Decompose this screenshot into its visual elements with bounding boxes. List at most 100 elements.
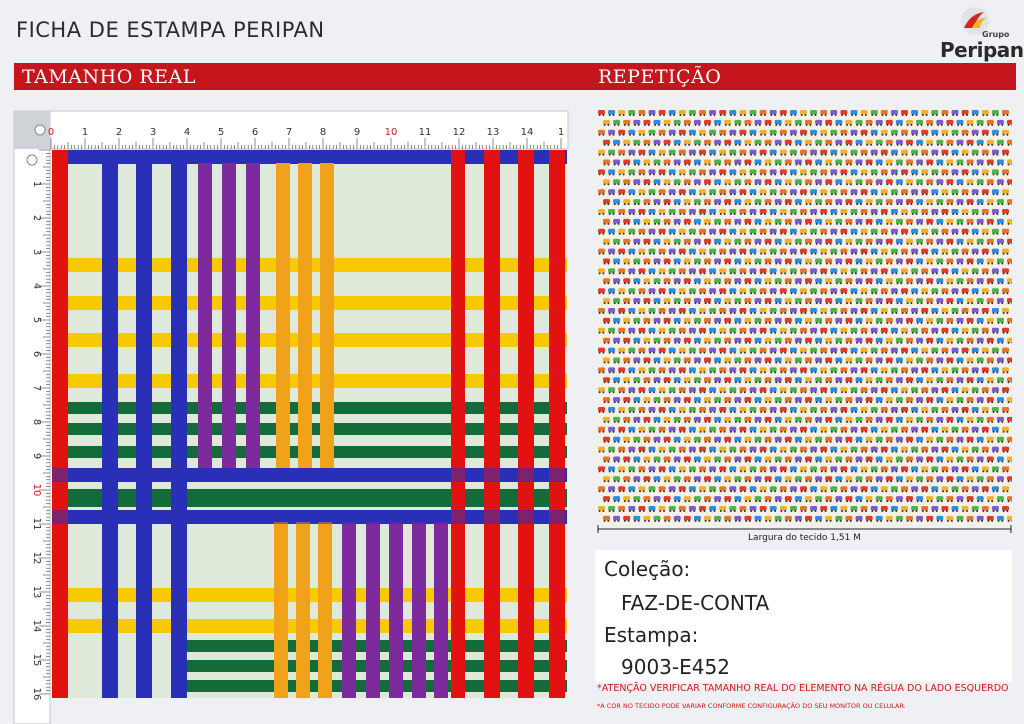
repeat-car-motif: [906, 298, 913, 303]
repeat-car-motif: [976, 159, 984, 164]
repeat-car-wheel: [930, 440, 933, 443]
repeat-car-wheel: [765, 123, 768, 126]
repeat-car-wheel: [854, 232, 857, 235]
repeat-car-motif: [820, 209, 828, 214]
repeat-car-wheel: [748, 183, 751, 186]
repeat-car-wheel: [966, 193, 968, 196]
repeat-car-motif: [830, 347, 838, 353]
repeat-car-motif: [673, 317, 681, 323]
repeat-car-wheel: [971, 401, 973, 404]
repeat-car-wheel: [856, 401, 859, 404]
repeat-car-wheel: [729, 133, 732, 136]
repeat-car-wheel: [738, 420, 741, 423]
repeat-car-wheel: [734, 420, 737, 423]
repeat-car-wheel: [825, 420, 828, 423]
repeat-car-motif: [850, 228, 858, 234]
repeat-car-wheel: [890, 282, 893, 285]
repeat-car-wheel: [602, 114, 605, 116]
repeat-car-wheel: [683, 173, 686, 176]
repeat-car-wheel: [926, 242, 929, 245]
repeat-car-wheel: [733, 153, 736, 156]
repeat-car-motif: [628, 308, 636, 313]
repeat-car-wheel: [966, 114, 968, 116]
repeat-car-wheel: [674, 302, 677, 305]
repeat-car-wheel: [851, 312, 854, 314]
repeat-car-wheel: [856, 341, 859, 344]
repeat-car-motif: [895, 317, 903, 323]
repeat-car-motif: [870, 228, 878, 234]
repeat-car-motif: [971, 129, 979, 135]
repeat-car-wheel: [733, 312, 736, 314]
repeat-car-wheel: [844, 371, 847, 374]
repeat-car-wheel: [623, 401, 626, 404]
repeat-car-motif: [704, 139, 711, 145]
repeat-car-wheel: [698, 341, 701, 344]
repeat-car-wheel: [805, 123, 808, 126]
repeat-car-motif: [779, 189, 787, 194]
repeat-car-wheel: [906, 143, 909, 146]
repeat-car-wheel: [880, 123, 883, 126]
repeat-car-wheel: [663, 232, 665, 235]
repeat-car-wheel: [900, 341, 903, 344]
repeat-car-wheel: [986, 272, 989, 275]
repeat-car-wheel: [622, 371, 625, 374]
repeat-car-wheel: [780, 450, 783, 453]
repeat-car-wheel: [890, 460, 893, 463]
repeat-car-wheel: [815, 420, 818, 423]
repeat-car-motif: [865, 436, 873, 442]
repeat-car-wheel: [689, 292, 692, 295]
repeat-car-motif: [996, 278, 1004, 283]
repeat-car-wheel: [760, 193, 763, 196]
repeat-car-wheel: [738, 123, 741, 126]
repeat-car-wheel: [657, 401, 660, 404]
repeat-car-wheel: [794, 391, 797, 394]
repeat-car-motif: [759, 426, 767, 432]
repeat-car-wheel: [674, 361, 677, 364]
repeat-car-motif: [739, 110, 747, 115]
repeat-car-wheel: [996, 232, 999, 235]
repeat-car-wheel: [632, 351, 635, 354]
repeat-car-wheel: [639, 133, 641, 136]
repeat-car-wheel: [962, 232, 965, 235]
repeat-car-motif: [598, 189, 605, 194]
repeat-car-wheel: [952, 411, 955, 413]
repeat-car-wheel: [846, 143, 848, 146]
repeat-car-wheel: [724, 222, 727, 225]
repeat-car-wheel: [748, 420, 751, 423]
repeat-car-wheel: [992, 312, 995, 314]
repeat-car-wheel: [750, 391, 753, 394]
repeat-car-wheel: [743, 371, 746, 374]
repeat-car-motif: [1007, 139, 1012, 145]
repeat-car-motif: [895, 119, 903, 125]
repeat-car-motif: [946, 456, 954, 461]
repeat-car-motif: [921, 426, 929, 432]
repeat-car-motif: [880, 327, 888, 333]
repeat-car-motif: [865, 298, 873, 303]
repeat-car-wheel: [971, 242, 973, 245]
repeat-car-motif: [885, 218, 893, 224]
repeat-car-wheel: [880, 440, 883, 443]
repeat-car-wheel: [709, 430, 712, 433]
repeat-car-wheel: [703, 470, 706, 473]
repeat-car-wheel: [663, 391, 665, 394]
ruler-top-label: 11: [419, 127, 432, 138]
repeat-car-wheel: [703, 252, 706, 255]
repeat-car-wheel: [1001, 282, 1004, 285]
repeat-car-wheel: [966, 153, 968, 156]
repeat-car-motif: [875, 199, 883, 204]
repeat-car-wheel: [703, 450, 706, 453]
repeat-car-motif: [764, 397, 772, 402]
repeat-car-motif: [946, 278, 954, 283]
repeat-car-motif: [911, 288, 919, 293]
repeat-car-wheel: [780, 470, 783, 473]
repeat-car-motif: [835, 159, 843, 164]
repeat-car-motif: [648, 367, 656, 372]
repeat-car-motif: [991, 446, 999, 452]
repeat-car-motif: [835, 298, 843, 303]
repeat-car-motif: [941, 129, 949, 135]
repeat-car-wheel: [714, 361, 717, 364]
repeat-car-wheel: [799, 440, 802, 443]
repeat-car-wheel: [910, 262, 913, 265]
repeat-car-motif: [941, 149, 949, 155]
repeat-car-wheel: [839, 381, 842, 384]
